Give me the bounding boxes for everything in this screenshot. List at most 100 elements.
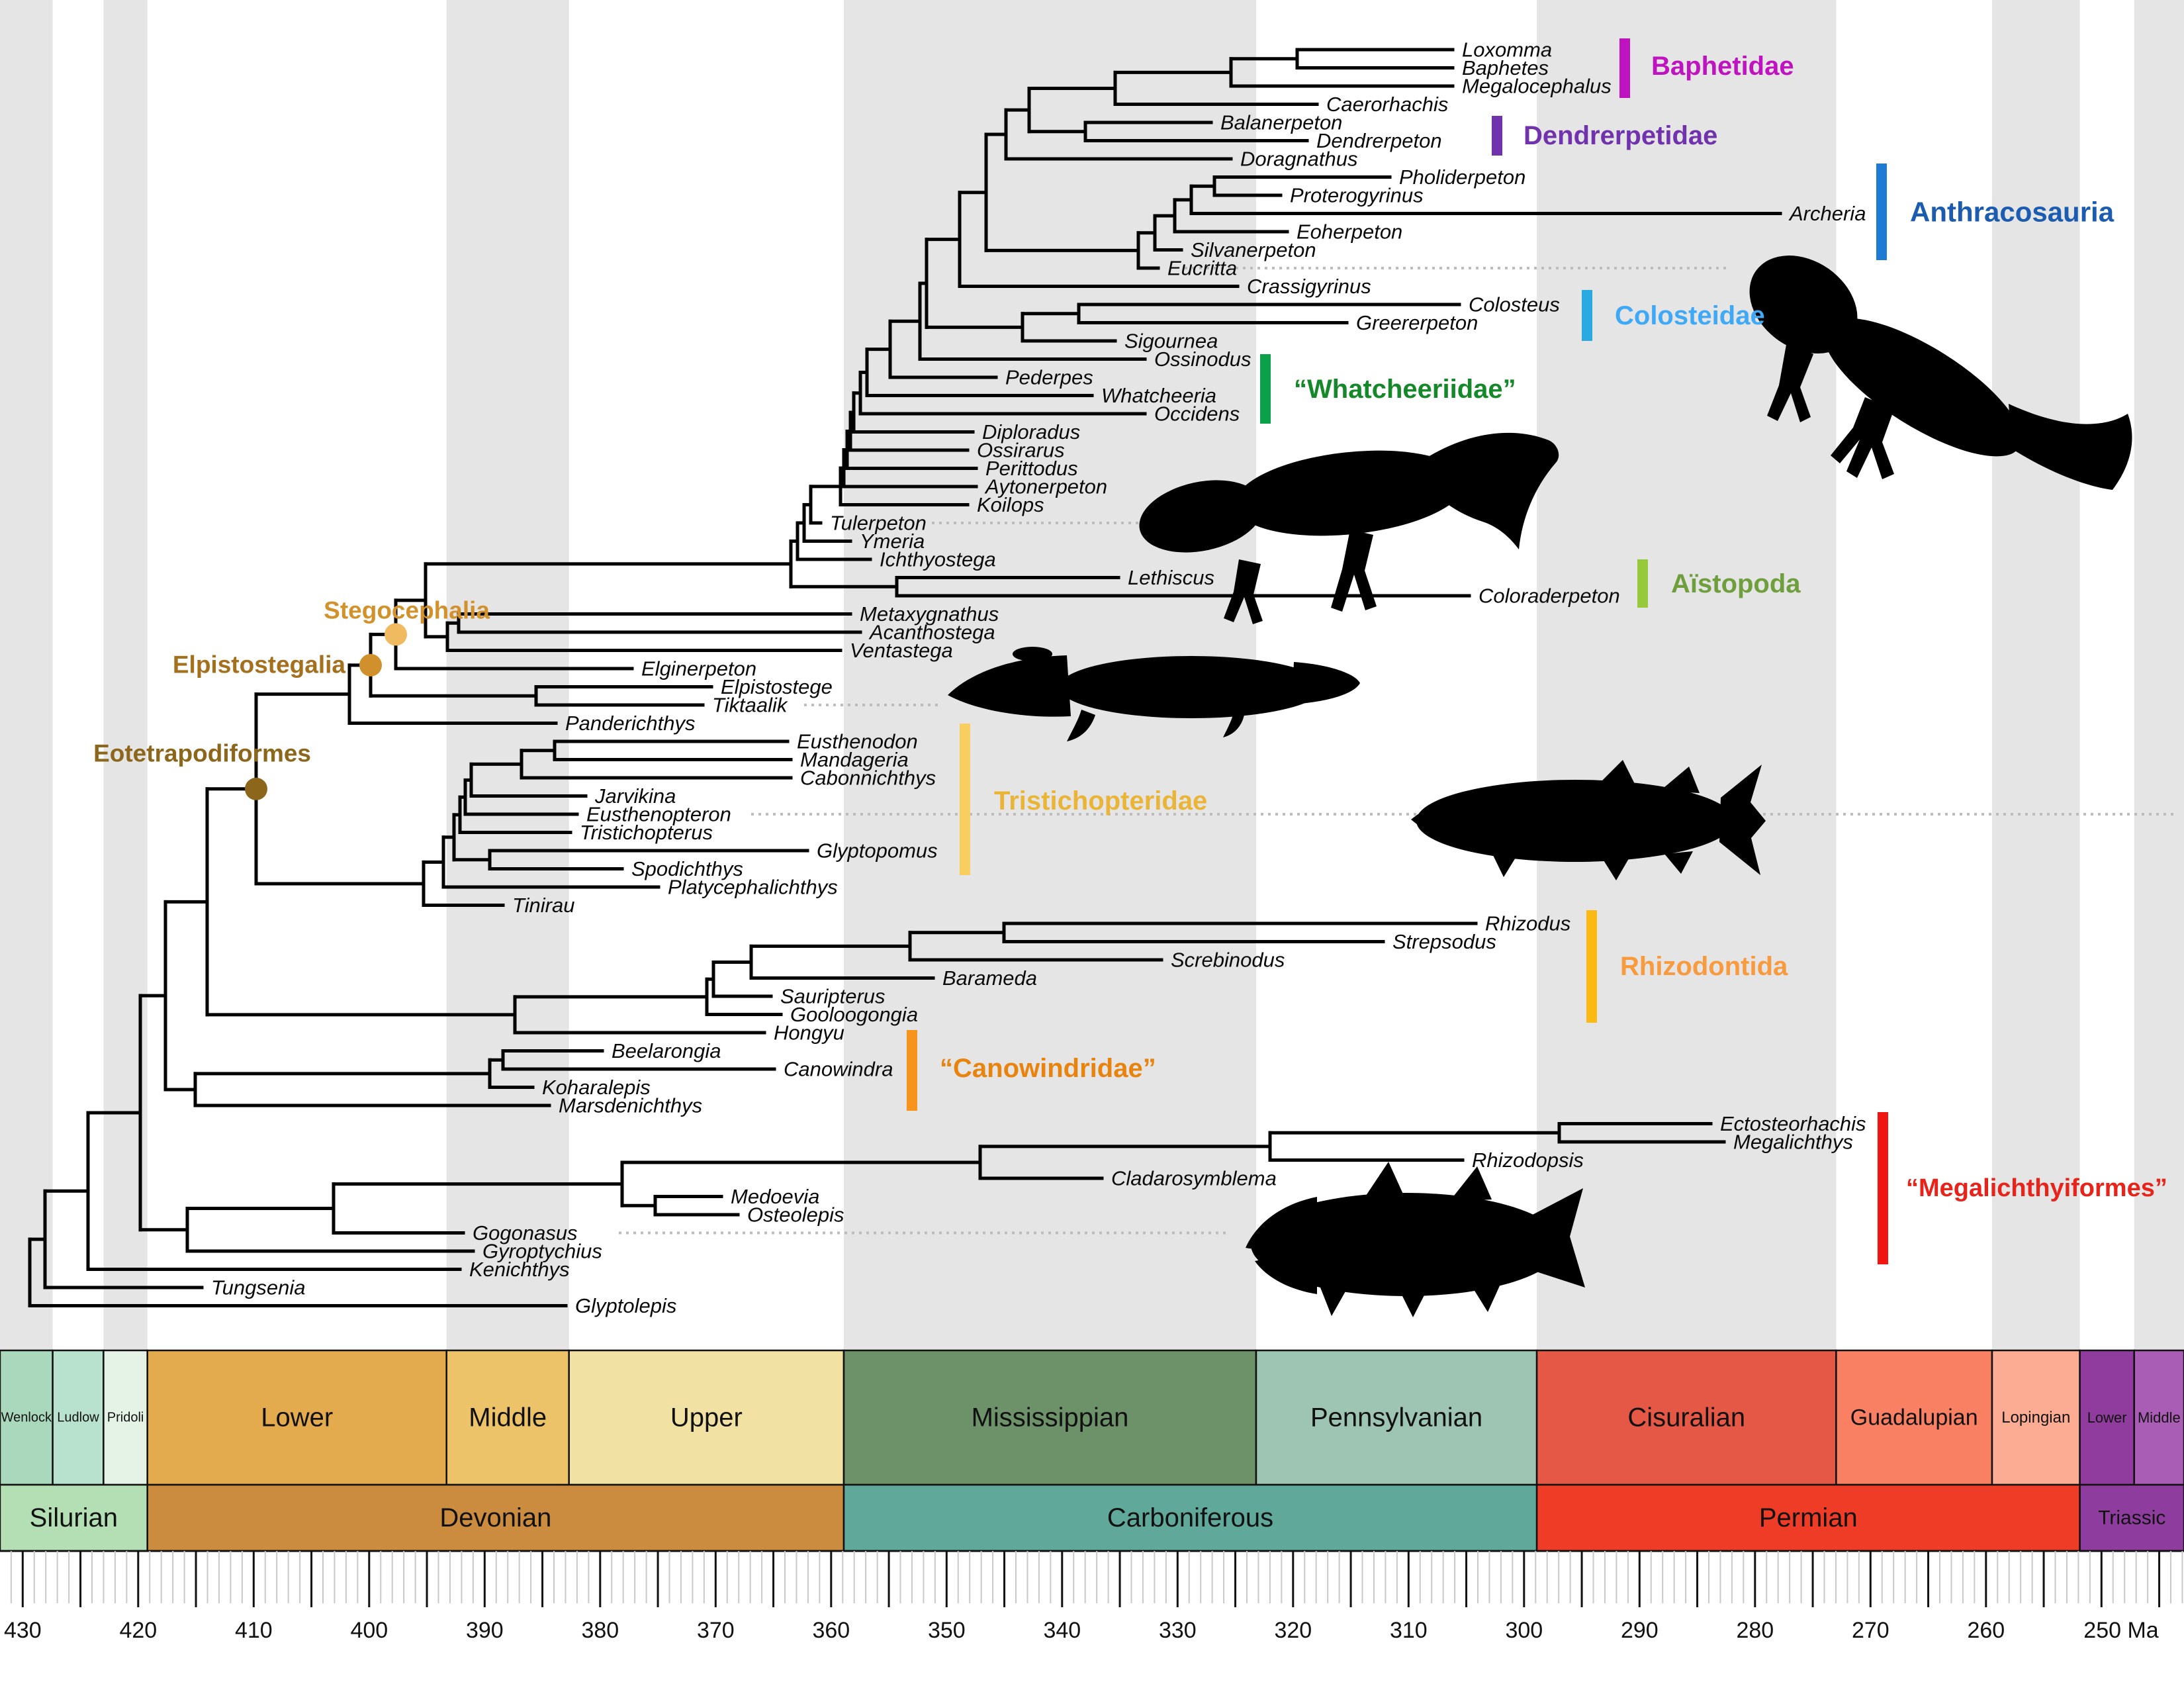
taxon-label: Koilops (977, 493, 1044, 516)
clade-bar (1876, 164, 1887, 260)
stem-tetrapod-silhouette (1139, 432, 1559, 624)
taxon-label: Gogonasus (473, 1221, 578, 1244)
stripe-wenlock (0, 0, 53, 1350)
taxon-label: Ectosteorhachis (1720, 1112, 1866, 1135)
taxon-label: Platycephalichthys (668, 876, 838, 899)
taxon-label: Ymeria (860, 530, 925, 553)
stripe-middle (2134, 0, 2184, 1350)
taxon-label: Jarvikina (594, 784, 676, 808)
age-tick-label: 310 (1390, 1618, 1428, 1643)
timescale-box (1255, 1349, 1538, 1486)
clade-bar (960, 724, 970, 875)
clade-label: Anthracosauria (1910, 197, 2115, 228)
taxon-label: Tinirau (512, 894, 574, 917)
taxon-label: Kenichthys (469, 1258, 570, 1281)
taxon-label: Marsdenichthys (559, 1094, 702, 1117)
taxon-label: Ichthyostega (880, 548, 996, 571)
taxon-label: Osteolepis (747, 1203, 844, 1227)
taxon-label: Aytonerpeton (984, 475, 1107, 498)
timescale-label: Upper (670, 1403, 743, 1432)
taxon-label: Coloraderpeton (1479, 585, 1620, 608)
age-tick-label: 390 (466, 1618, 504, 1643)
taxon-label: Silvanerpeton (1191, 238, 1316, 261)
tiktaalik-silhouette (948, 647, 1360, 741)
clade-label: “Whatcheeriidae” (1294, 375, 1516, 404)
taxon-label: Balanerpeton (1220, 111, 1342, 134)
taxon-label: Gooloogongia (790, 1003, 918, 1026)
timescale-label: Middle (469, 1403, 547, 1432)
taxon-label: Colosteus (1469, 293, 1560, 316)
age-tick-label: 260 (1967, 1618, 2005, 1643)
taxon-label: Metaxygnathus (860, 602, 999, 626)
timescale-label: Devonian (439, 1503, 551, 1532)
taxon-label: Proterogyrinus (1290, 184, 1424, 207)
age-tick-label: 300 (1505, 1618, 1543, 1643)
timescale-label: Lower (261, 1403, 333, 1432)
timescale-box (103, 1349, 148, 1486)
timescale-label: Pennsylvanian (1310, 1403, 1482, 1432)
taxon-label: Tulerpeton (830, 512, 927, 535)
age-tick-label: 270 (1852, 1618, 1889, 1643)
anthracosaur-salamander-silhouette (1749, 256, 2132, 490)
timescale-label: Permian (1759, 1503, 1858, 1532)
taxon-label: Cladarosymblema (1111, 1167, 1277, 1190)
clade-label: Colosteidae (1615, 301, 1765, 330)
age-tick-label: 410 (235, 1618, 273, 1643)
taxon-label: Tungsenia (211, 1276, 305, 1299)
age-tick-label: 380 (581, 1618, 619, 1643)
taxon-label: Eoherpeton (1297, 220, 1402, 244)
timescale-box (2133, 1349, 2184, 1486)
taxon-label: Cabonnichthys (800, 767, 936, 790)
stripe-middle (446, 0, 569, 1350)
eotetrapodiformes-node-dot (245, 777, 267, 800)
timescale-label: Carboniferous (1107, 1503, 1273, 1532)
clade-label: Tristichopteridae (994, 786, 1207, 816)
stegocephalia-node-dot (385, 623, 407, 646)
clade-bar (1260, 354, 1271, 424)
taxon-label: Baphetes (1462, 56, 1549, 79)
clade-label: “Megalichthyiformes” (1906, 1174, 2167, 1202)
age-tick-label: 280 (1736, 1618, 1774, 1643)
clade-label: Aïstopoda (1671, 569, 1801, 598)
taxon-label: Lethiscus (1128, 566, 1214, 589)
taxon-label: Tiktaalik (712, 694, 788, 717)
taxon-label: Spodichthys (631, 857, 743, 880)
taxon-label: Dendrerpeton (1316, 129, 1442, 152)
timescale-label: Middle (2138, 1409, 2181, 1426)
age-tick-label: 290 (1621, 1618, 1659, 1643)
taxon-label: Doragnathus (1240, 148, 1358, 171)
elpistostegalia-node-dot (359, 653, 382, 677)
timescale-label: Mississippian (972, 1403, 1129, 1432)
timescale-label: Wenlock (1, 1411, 52, 1425)
timescale-box (1535, 1483, 2081, 1552)
taxon-label: Occidens (1154, 402, 1240, 426)
geological-timescale: Wenlock Ludlow Pridoli Lower Middle Upper Miss… (0, 1349, 2184, 1552)
age-tick-label: 350 (928, 1618, 966, 1643)
age-tick-label-ma: 250 Ma (2083, 1618, 2158, 1643)
clade-bar (1637, 559, 1648, 608)
taxon-label: Eusthenopteron (586, 803, 731, 826)
taxon-label: Ossinodus (1154, 348, 1251, 371)
age-tick-label: 370 (697, 1618, 735, 1643)
taxon-label: Pederpes (1005, 366, 1093, 389)
timescale-label: Guadalupian (1850, 1405, 1978, 1430)
taxon-label: Acanthostega (868, 621, 995, 644)
taxon-label: Diploradus (982, 420, 1080, 444)
taxon-label: Rhizodus (1485, 912, 1570, 935)
named-node-labels: Stegocephalia Elpistostegalia Eotetrapodif… (93, 597, 490, 800)
timescale-label: Lopingian (2001, 1409, 2070, 1427)
timescale-box (1991, 1349, 2081, 1486)
taxon-label: Glyptopomus (817, 839, 938, 863)
taxon-label: Loxomma (1462, 38, 1552, 62)
clade-annotations: Baphetidae Dendrerpetidae Anthracosauria Co… (907, 38, 2167, 1264)
taxon-label: Canowindra (784, 1058, 893, 1081)
timescale-box (1535, 1349, 1837, 1486)
clade-bar (1586, 910, 1597, 1023)
age-tick-label: 400 (350, 1618, 388, 1643)
taxon-label: Elginerpeton (641, 657, 756, 680)
timescale-label: Triassic (2098, 1507, 2165, 1529)
taxon-label: Gyroptychius (482, 1240, 602, 1263)
